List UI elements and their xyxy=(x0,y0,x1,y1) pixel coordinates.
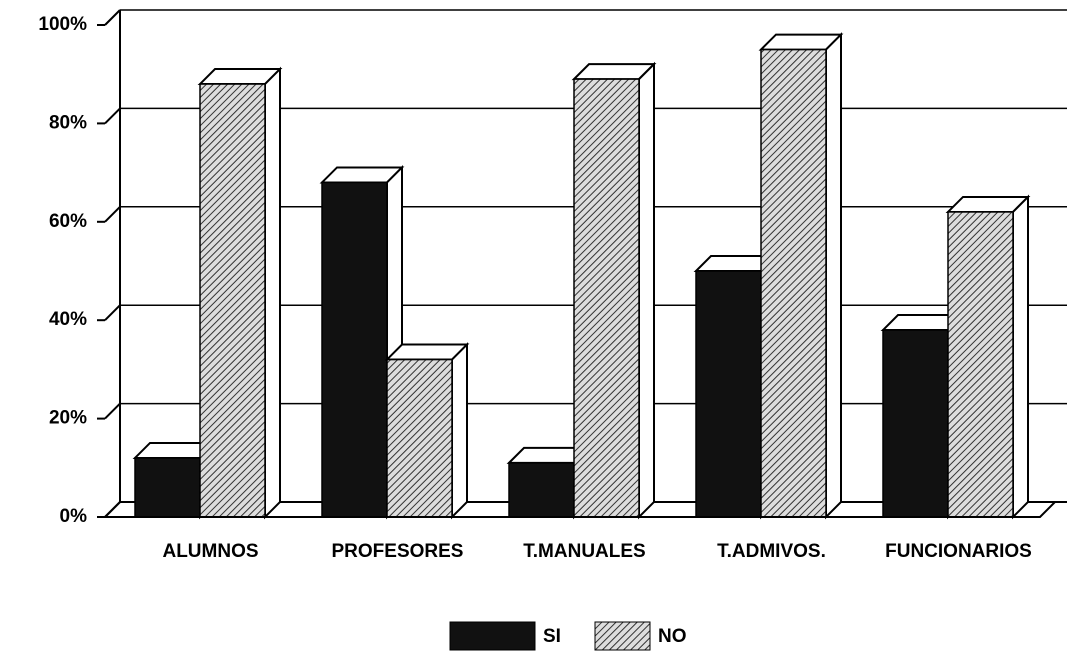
bar xyxy=(321,181,388,518)
y-tick-label: 40% xyxy=(49,309,87,330)
bar xyxy=(508,462,575,518)
x-tick-label: FUNCIONARIOS xyxy=(885,541,1032,562)
wall-tick xyxy=(104,107,121,125)
x-tick-label: T.MANUALES xyxy=(523,541,645,562)
y-tick-label: 100% xyxy=(38,14,87,35)
legend-label: NO xyxy=(658,626,687,647)
y-tick-label: 60% xyxy=(49,211,87,232)
y-tick-label: 80% xyxy=(49,112,87,133)
bar-side xyxy=(1012,194,1029,520)
legend-label: SI xyxy=(543,626,561,647)
x-tick-label: PROFESORES xyxy=(332,541,464,562)
wall-tick xyxy=(104,9,121,26)
wall-tick xyxy=(104,402,121,420)
bar xyxy=(695,270,762,518)
bar xyxy=(882,329,949,518)
bar xyxy=(760,48,827,518)
legend-swatch xyxy=(449,621,536,651)
wall-tick xyxy=(104,501,121,518)
bar-side xyxy=(825,32,842,520)
bar xyxy=(199,83,266,518)
legend-swatch xyxy=(594,621,651,651)
bar xyxy=(386,358,453,518)
bar xyxy=(573,78,640,518)
bar-side xyxy=(451,342,468,520)
y-tick-label: 0% xyxy=(60,506,88,527)
x-tick-label: T.ADMIVOS. xyxy=(717,541,826,562)
bar-side xyxy=(638,61,655,520)
bar-side xyxy=(264,66,281,520)
bar xyxy=(134,457,201,518)
wall-tick xyxy=(104,206,121,223)
bar xyxy=(947,211,1014,518)
x-tick-label: ALUMNOS xyxy=(162,541,258,562)
y-tick-label: 20% xyxy=(49,408,87,429)
wall-tick xyxy=(104,304,121,321)
